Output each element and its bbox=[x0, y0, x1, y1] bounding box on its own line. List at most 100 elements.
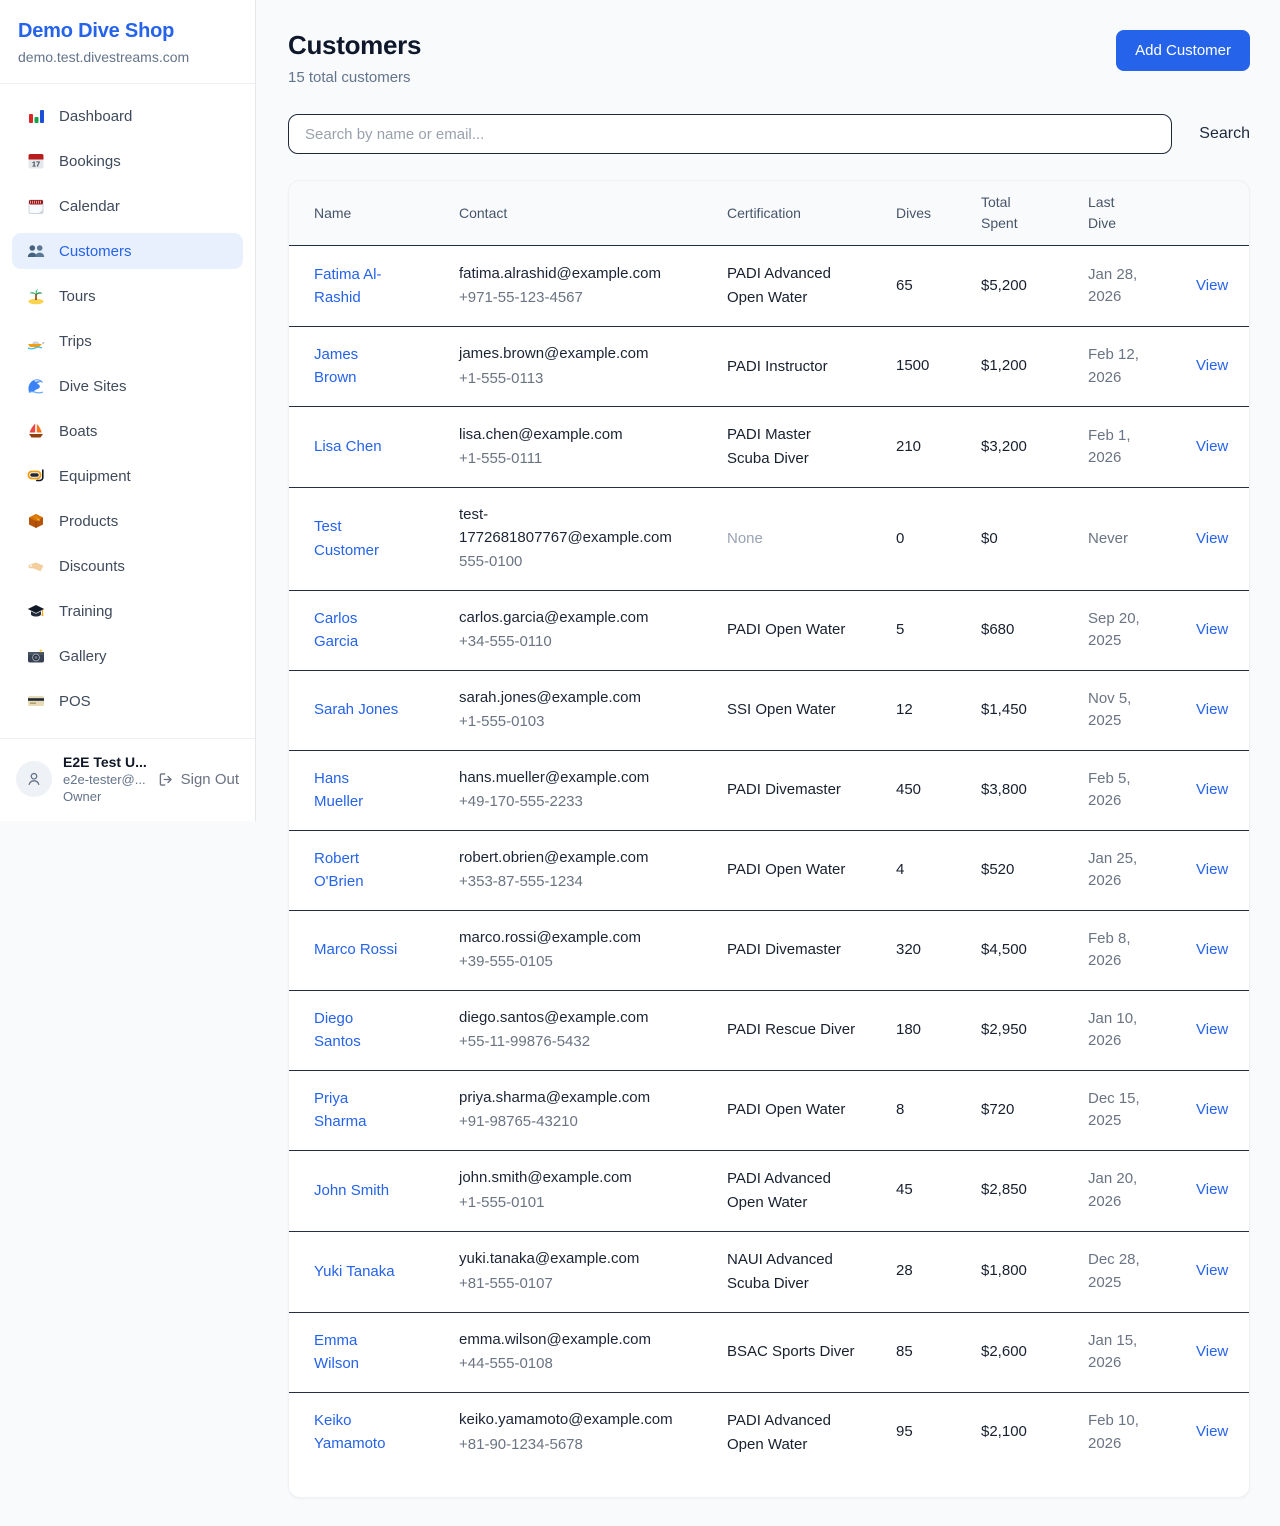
customer-last-dive: Feb 5, 2026 bbox=[1088, 769, 1131, 810]
customer-phone: +91-98765-43210 bbox=[459, 1113, 578, 1130]
customer-name-link[interactable]: John Smith bbox=[314, 1181, 390, 1199]
view-customer-link[interactable]: View bbox=[1196, 940, 1229, 958]
sidebar-item-tours[interactable]: Tours bbox=[12, 278, 243, 314]
customer-total-spent: $2,600 bbox=[981, 1312, 1088, 1393]
sidebar-item-boats[interactable]: Boats bbox=[12, 413, 243, 449]
table-row: Robert O'Brien robert.obrien@example.com… bbox=[289, 830, 1249, 911]
view-customer-link[interactable]: View bbox=[1196, 1262, 1229, 1280]
customer-name-link[interactable]: James Brown bbox=[314, 346, 359, 387]
view-customer-link[interactable]: View bbox=[1196, 437, 1229, 455]
view-customer-link[interactable]: View bbox=[1196, 780, 1229, 798]
sidebar-item-dashboard[interactable]: Dashboard bbox=[12, 98, 243, 134]
sidebar: Demo Dive Shop demo.test.divestreams.com… bbox=[0, 0, 256, 821]
svg-text:17: 17 bbox=[32, 160, 40, 169]
customer-phone: +1-555-0111 bbox=[459, 450, 543, 467]
customer-phone: +34-555-0110 bbox=[459, 633, 552, 650]
customer-certification: PADI Open Water bbox=[727, 1101, 846, 1118]
customer-name-link[interactable]: Diego Santos bbox=[314, 1009, 361, 1050]
customer-email: john.smith@example.com bbox=[459, 1169, 632, 1186]
table-row: Keiko Yamamoto keiko.yamamoto@example.co… bbox=[289, 1392, 1249, 1473]
customer-last-dive: Sep 20, 2025 bbox=[1088, 609, 1140, 650]
view-customer-link[interactable]: View bbox=[1196, 860, 1229, 878]
customer-name-link[interactable]: Marco Rossi bbox=[314, 941, 398, 959]
column-header-certification: Certification bbox=[727, 181, 896, 246]
sidebar-item-label: Calendar bbox=[59, 197, 120, 215]
view-customer-link[interactable]: View bbox=[1196, 357, 1229, 375]
sidebar-item-customers[interactable]: Customers bbox=[12, 233, 243, 269]
customer-certification: None bbox=[727, 529, 763, 547]
view-customer-link[interactable]: View bbox=[1196, 1020, 1229, 1038]
add-customer-button[interactable]: Add Customer bbox=[1116, 30, 1250, 71]
customer-name-link[interactable]: Fatima Al-Rashid bbox=[314, 265, 382, 306]
tag-icon bbox=[26, 556, 46, 576]
sidebar-item-equipment[interactable]: Equipment bbox=[12, 458, 243, 494]
wave-icon bbox=[26, 376, 46, 396]
sidebar-header: Demo Dive Shop demo.test.divestreams.com bbox=[0, 0, 255, 84]
customer-name-link[interactable]: Robert O'Brien bbox=[314, 849, 364, 890]
sidebar-item-gallery[interactable]: Gallery bbox=[12, 638, 243, 674]
view-customer-link[interactable]: View bbox=[1196, 276, 1229, 294]
sidebar-item-label: Gallery bbox=[59, 647, 107, 665]
sidebar-item-pos[interactable]: POS bbox=[12, 683, 243, 719]
customer-name-link[interactable]: Priya Sharma bbox=[314, 1089, 367, 1130]
view-customer-link[interactable]: View bbox=[1196, 620, 1229, 638]
sidebar-item-label: Trips bbox=[59, 332, 92, 350]
table-row: Emma Wilson emma.wilson@example.com +44-… bbox=[289, 1312, 1249, 1393]
customers-table-card: Name Contact Certification Dives Total S… bbox=[288, 180, 1250, 1498]
sidebar-item-dive-sites[interactable]: Dive Sites bbox=[12, 368, 243, 404]
sidebar-item-label: Tours bbox=[59, 287, 96, 305]
sidebar-item-label: Products bbox=[59, 512, 119, 530]
sidebar-item-products[interactable]: Products bbox=[12, 503, 243, 539]
customer-dives: 65 bbox=[896, 245, 981, 327]
customer-name-link[interactable]: Test Customer bbox=[314, 518, 380, 559]
view-customer-link[interactable]: View bbox=[1196, 1342, 1229, 1360]
customer-phone: +44-555-0108 bbox=[459, 1355, 553, 1372]
customer-last-dive: Jan 20, 2026 bbox=[1088, 1170, 1138, 1210]
sign-out-button[interactable]: Sign Out bbox=[157, 771, 239, 788]
table-row: Sarah Jones sarah.jones@example.com +1-5… bbox=[289, 670, 1249, 751]
customer-name-link[interactable]: Carlos Garcia bbox=[314, 609, 359, 650]
sign-out-icon bbox=[159, 772, 172, 786]
sidebar-item-discounts[interactable]: Discounts bbox=[12, 548, 243, 584]
customer-total-spent: $2,950 bbox=[981, 990, 1088, 1071]
search-input[interactable] bbox=[288, 114, 1173, 154]
table-row: Lisa Chen lisa.chen@example.com +1-555-0… bbox=[289, 406, 1249, 488]
search-button[interactable]: Search bbox=[1199, 125, 1250, 142]
customer-total-spent: $4,500 bbox=[981, 910, 1088, 991]
table-row: Fatima Al-Rashid fatima.alrashid@example… bbox=[289, 245, 1249, 327]
customer-phone: 555-0100 bbox=[459, 553, 523, 570]
sidebar-item-trips[interactable]: Trips bbox=[12, 323, 243, 359]
customer-email: diego.santos@example.com bbox=[459, 1008, 649, 1026]
customer-phone: +353-87-555-1234 bbox=[459, 873, 583, 890]
customer-name-link[interactable]: Emma Wilson bbox=[314, 1331, 360, 1372]
customer-dives: 450 bbox=[896, 750, 981, 831]
customer-name-link[interactable]: Hans Mueller bbox=[314, 769, 364, 810]
customer-certification: PADI Master Scuba Diver bbox=[727, 426, 811, 467]
view-customer-link[interactable]: View bbox=[1196, 1423, 1229, 1441]
customer-certification: PADI Open Water bbox=[727, 861, 846, 878]
view-customer-link[interactable]: View bbox=[1196, 1181, 1229, 1199]
sidebar-item-label: Customers bbox=[59, 242, 132, 260]
customer-name-link[interactable]: Sarah Jones bbox=[314, 701, 399, 719]
sign-out-label: Sign Out bbox=[180, 770, 239, 788]
table-header-row: Name Contact Certification Dives Total S… bbox=[289, 181, 1249, 246]
customer-total-spent: $1,200 bbox=[981, 326, 1088, 407]
speedboat-icon bbox=[26, 331, 46, 351]
sidebar-item-training[interactable]: Training bbox=[12, 593, 243, 629]
main-content: Customers 15 total customers Add Custome… bbox=[256, 0, 1280, 1526]
sidebar-nav: Dashboard 17 Bookings Calendar Customers… bbox=[0, 84, 255, 738]
view-customer-link[interactable]: View bbox=[1196, 700, 1229, 718]
customer-name-link[interactable]: Lisa Chen bbox=[314, 438, 382, 456]
view-customer-link[interactable]: View bbox=[1196, 1100, 1229, 1118]
customer-name-link[interactable]: Keiko Yamamoto bbox=[314, 1412, 386, 1453]
customer-certification: PADI Divemaster bbox=[727, 941, 841, 958]
customer-total-spent: $680 bbox=[981, 590, 1088, 671]
customer-last-dive: Nov 5, 2025 bbox=[1088, 689, 1132, 730]
customer-name-link[interactable]: Yuki Tanaka bbox=[314, 1262, 395, 1280]
sidebar-item-bookings[interactable]: 17 Bookings bbox=[12, 143, 243, 179]
customer-certification: PADI Advanced Open Water bbox=[727, 1169, 831, 1211]
view-customer-link[interactable]: View bbox=[1196, 529, 1229, 547]
customer-dives: 1500 bbox=[896, 326, 981, 407]
sidebar-item-calendar[interactable]: Calendar bbox=[12, 188, 243, 224]
customer-certification: PADI Divemaster bbox=[727, 781, 841, 798]
